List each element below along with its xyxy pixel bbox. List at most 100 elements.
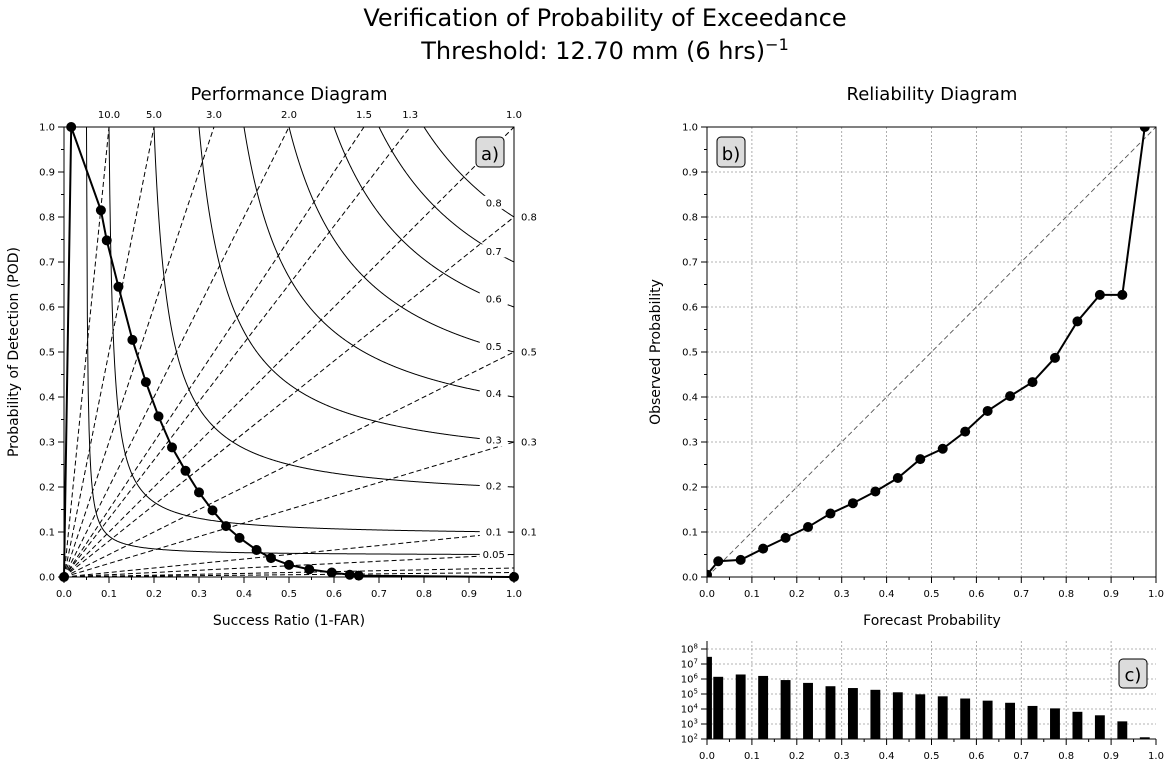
histogram-bar [1072, 711, 1083, 739]
histogram-x-tick-label: 0.8 [1058, 751, 1074, 762]
reliability-line [707, 127, 1146, 576]
histogram-x-tick-label: 0.2 [789, 751, 805, 762]
histogram-y-tick-base: 10 [681, 660, 694, 671]
reliability-diagram-title: Reliability Diagram [847, 84, 1018, 105]
panel-label-c-text: c) [1125, 665, 1142, 686]
reliability-point [707, 569, 712, 577]
reliability-point [735, 554, 746, 565]
perfect-reliability-line [706, 126, 1157, 578]
performance-x-tick-label: 1.0 [506, 589, 522, 600]
histogram-x-tick-label: 0.4 [879, 751, 895, 762]
histogram-bar [1139, 737, 1150, 739]
performance-y-tick-label: 0.3 [39, 438, 55, 449]
reliability-point [937, 443, 948, 454]
histogram-grid [707, 641, 1156, 739]
reliability-y-tick-label: 0.9 [682, 168, 698, 179]
reliability-point [1072, 316, 1083, 327]
performance-point [194, 487, 204, 498]
histogram-y-tick-base: 10 [681, 720, 694, 731]
csi-label: 0.3 [486, 436, 502, 447]
performance-x-tick-label: 0.6 [326, 589, 342, 600]
histogram-y-tick-label: 106 [681, 673, 699, 686]
csi-label-bg [479, 292, 508, 306]
csi-label: 0.6 [486, 295, 502, 306]
reliability-x-tick-label: 0.1 [744, 589, 760, 600]
histogram-y-tick-base: 10 [681, 690, 694, 701]
reliability-y-tick-label: 0.6 [682, 303, 698, 314]
bias-line [64, 441, 514, 577]
bias-line [64, 567, 514, 577]
histogram-bar [937, 696, 948, 739]
performance-point [304, 564, 315, 575]
histogram-y-tick-label: 102 [681, 733, 698, 746]
bias-label: 0.5 [521, 348, 537, 359]
performance-y-tick-label: 0.8 [39, 213, 55, 224]
reliability-x-tick-label: 0.6 [968, 589, 984, 600]
histogram-x-tick-label: 0.1 [744, 751, 760, 762]
reliability-point [1005, 391, 1016, 402]
histogram-y-tick-exponent: 2 [694, 733, 698, 741]
histogram-bar [1117, 721, 1128, 739]
bias-lines [64, 127, 514, 577]
histogram-bar [915, 694, 926, 739]
reliability-point [780, 532, 791, 543]
bias-label: 10.0 [98, 110, 120, 121]
performance-y-tick-label: 0.6 [39, 303, 55, 314]
reliability-diagram: Reliability Diagram 0.0 0.1 0.2 0.3 0.4 0.5 0.… [648, 84, 1164, 629]
histogram-bar [1005, 702, 1016, 739]
panel-label-a-box [475, 136, 505, 168]
performance-y-tick-label: 0.2 [39, 483, 55, 494]
reliability-y-tick-label: 0.3 [682, 438, 698, 449]
csi-label: 0.5 [486, 342, 502, 353]
performance-point [326, 567, 337, 578]
csi-label-bg [479, 547, 508, 561]
reliability-x-tick-label: 0.4 [879, 589, 895, 600]
histogram-y-tick-exponent: 5 [694, 688, 698, 696]
histogram-y-tick-exponent: 7 [694, 658, 698, 666]
histogram-y-tick-exponent: 6 [694, 673, 699, 681]
performance-y-tick-label: 0.9 [39, 168, 55, 179]
histogram-bar [847, 688, 858, 739]
histogram-bar [982, 700, 993, 739]
reliability-series [707, 127, 1150, 577]
reliability-point [847, 498, 858, 509]
performance-y-tick-label: 0.0 [39, 573, 55, 584]
bias-line [64, 572, 514, 577]
csi-labels: 0.8 0.7 0.6 0.5 0.4 0.3 0.2 0.1 0.05 [479, 195, 508, 561]
histogram-bar [735, 674, 746, 739]
bias-label: 1.5 [356, 110, 372, 121]
performance-y-tick-label: 0.5 [39, 348, 55, 359]
csi-label-bg [479, 433, 508, 447]
performance-y-axis-label: Probability of Detection (POD) [6, 247, 22, 457]
csi-contours [86, 127, 514, 555]
histogram-bar [1027, 705, 1038, 739]
csi-contour [153, 127, 514, 488]
histogram-y-tick-label: 107 [681, 658, 698, 671]
performance-ticks: 0.0 0.1 0.2 0.3 0.4 0.5 0.6 0.7 0.8 0.9 1.00.00.10… [39, 123, 522, 601]
figure-title-line1: Verification of Probability of Exceedanc… [363, 4, 846, 32]
reliability-point [1094, 289, 1105, 300]
performance-point [140, 377, 151, 388]
histogram-y-tick-exponent: 8 [694, 643, 698, 651]
performance-point [284, 559, 294, 570]
performance-x-axis-label: Success Ratio (1-FAR) [213, 613, 365, 629]
performance-x-tick-label: 0.5 [281, 589, 297, 600]
reliability-y-tick-label: 0.0 [682, 573, 698, 584]
performance-point [207, 505, 218, 516]
performance-point [180, 465, 191, 476]
bias-label: 3.0 [206, 110, 222, 121]
histogram-bar [1094, 715, 1105, 739]
performance-line [63, 126, 515, 578]
histogram-bar [892, 692, 903, 739]
csi-contour [243, 127, 514, 398]
reliability-point [960, 426, 971, 437]
csi-contour [86, 127, 514, 555]
reliability-y-tick-label: 0.2 [682, 483, 698, 494]
histogram-y-tick-base: 10 [681, 675, 694, 686]
histogram-ticks: 0.0 0.1 0.2 0.3 0.4 0.5 0.6 0.7 0.8 0.9 1.01021031… [681, 643, 1164, 763]
reliability-y-tick-label: 0.7 [682, 258, 698, 269]
performance-x-tick-label: 0.2 [146, 589, 162, 600]
bias-label: 0.1 [521, 528, 537, 539]
panel-label-a: a) [475, 136, 505, 168]
csi-label-bg [479, 386, 508, 400]
